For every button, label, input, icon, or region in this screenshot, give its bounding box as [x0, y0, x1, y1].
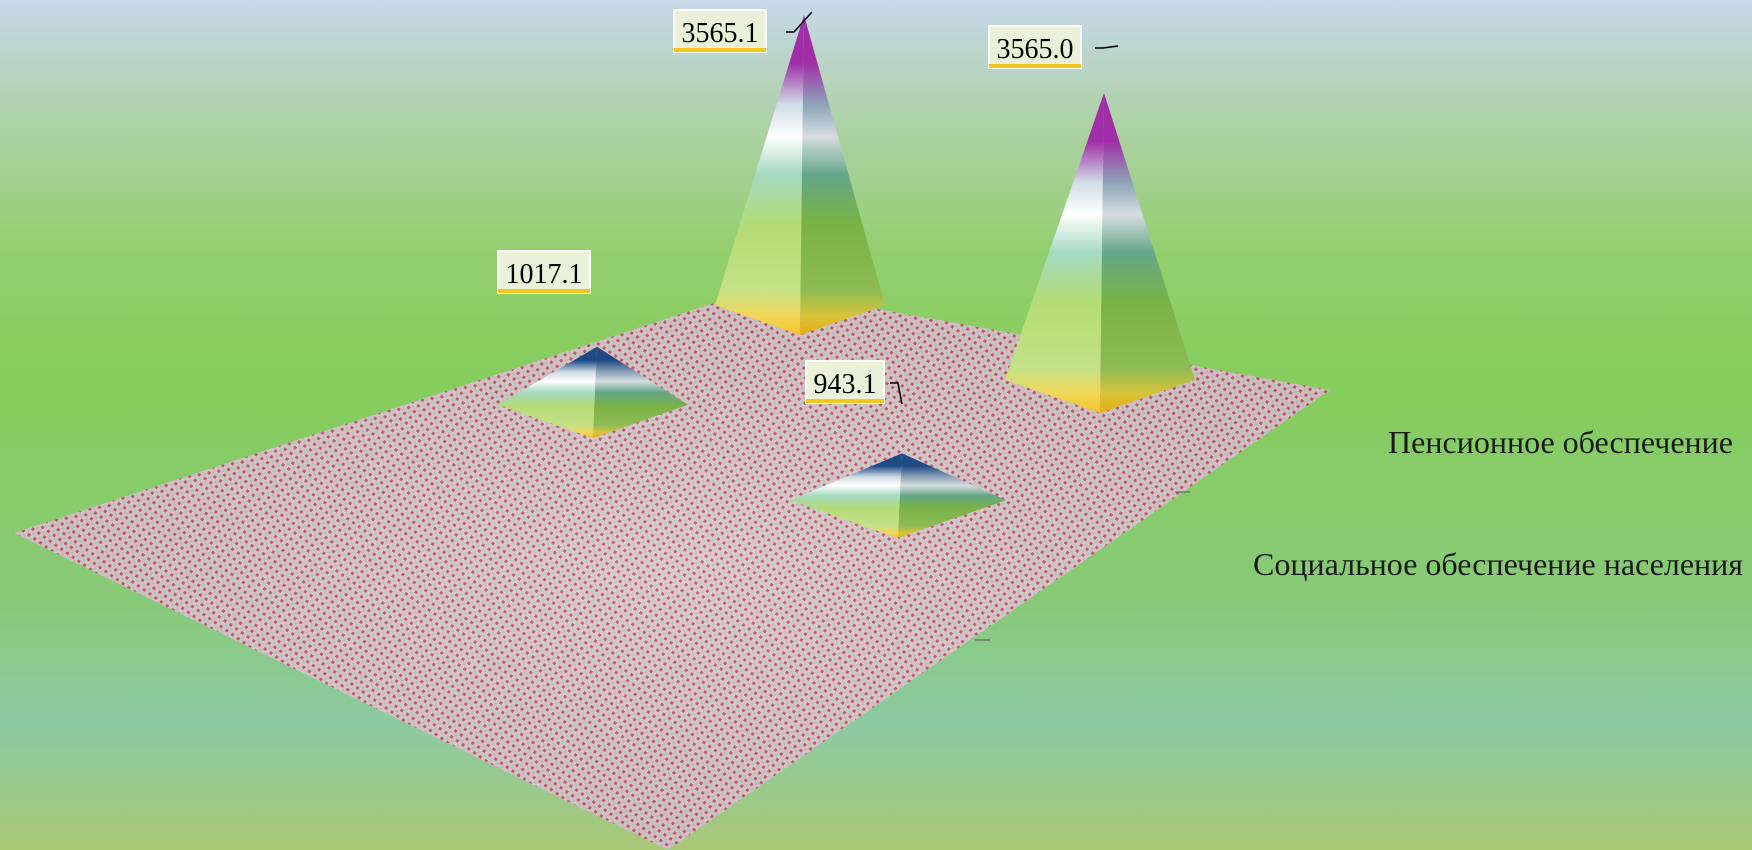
data-label-leader — [890, 382, 903, 405]
data-label-text: 1017.1 — [506, 259, 583, 290]
data-label-leader — [1095, 45, 1119, 49]
pyramid-left-face — [790, 453, 902, 538]
data-label-underline — [498, 289, 590, 293]
pyramid-right-face — [1100, 93, 1195, 413]
pyramid-left-face — [715, 15, 804, 335]
series-label-pension: Пенсионное обеспечение — [1388, 424, 1733, 460]
pyramid-right-face — [898, 453, 1006, 538]
legend: Пенсионное обеспечение Социальное обеспе… — [1253, 424, 1743, 582]
data-label: 943.1 — [805, 360, 903, 405]
series-label-social: Социальное обеспечение населения — [1253, 546, 1743, 582]
data-label-background — [497, 250, 591, 294]
data-label-leader — [786, 11, 813, 33]
pyramid-pension-2 — [1005, 93, 1195, 413]
pyramid-series-group — [498, 15, 1195, 538]
pyramid-social-2 — [790, 453, 1006, 538]
data-label: 1017.1 — [497, 250, 591, 294]
chart-floor-shade — [14, 288, 1330, 850]
pyramid-right-face — [593, 346, 688, 438]
data-label-underline — [989, 64, 1081, 68]
pyramid-pension-1 — [715, 15, 885, 335]
data-label-text: 3565.1 — [682, 18, 759, 49]
data-label-background — [805, 360, 885, 404]
pyramid-left-face — [1005, 93, 1104, 413]
pyramid-right-face — [800, 15, 885, 335]
data-label-underline — [674, 48, 766, 52]
pyramid-social-1 — [498, 346, 688, 438]
data-label: 3565.0 — [988, 25, 1119, 69]
data-label-background — [988, 25, 1082, 69]
data-label-underline — [806, 399, 884, 403]
data-label: 3565.1 — [673, 9, 813, 53]
pyramid-left-face — [498, 346, 597, 438]
data-label-text: 3565.0 — [997, 34, 1074, 65]
data-label-text: 943.1 — [814, 369, 877, 400]
floor — [14, 288, 1330, 850]
